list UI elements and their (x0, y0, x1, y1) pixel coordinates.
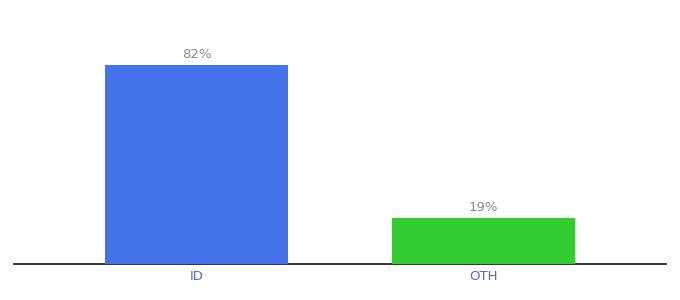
Text: 19%: 19% (469, 201, 498, 214)
Bar (105, 65, 288, 264)
Bar (392, 218, 575, 264)
Text: 82%: 82% (182, 48, 211, 61)
